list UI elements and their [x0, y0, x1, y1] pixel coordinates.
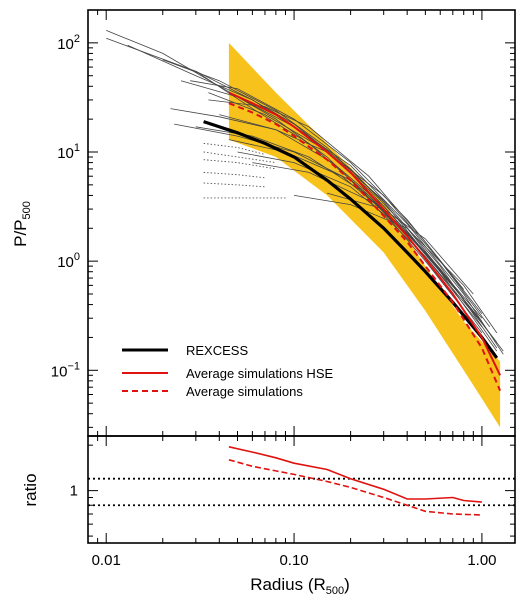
ratio-ytick-label: 1 — [70, 483, 78, 500]
xlabel-sub: 500 — [326, 585, 344, 597]
xtick-label: 0.10 — [279, 552, 308, 569]
legend-label-rexcess: REXCESS — [186, 343, 248, 358]
ytick-label: 102 — [57, 33, 80, 53]
main-series-layer — [203, 91, 502, 392]
individual-profile-line — [294, 195, 498, 334]
xlabel: Radius (R500) — [250, 575, 350, 597]
ytick-label: 101 — [57, 142, 80, 162]
main-ylabel-sub: 500 — [21, 201, 33, 219]
individual-profile-line — [190, 80, 465, 290]
ytick-label: 10−1 — [51, 360, 80, 380]
ytick-label-exp: 0 — [74, 251, 80, 263]
ratio-reference-lines — [88, 477, 515, 507]
ytick-label-base: 10 — [57, 254, 74, 271]
legend-label-hse: Average simulations HSE — [186, 366, 333, 381]
ratio-plot: 1 0.01 0.10 1.00 ratio Radius (R500) — [21, 435, 516, 597]
individual-profile-dotted — [203, 171, 266, 179]
ytick-label-exp: −1 — [67, 360, 80, 372]
ratio-series-line-1 — [228, 459, 482, 516]
series-line-1 — [228, 91, 502, 376]
ytick-label-base: 10 — [57, 36, 74, 53]
series-line-2 — [228, 102, 502, 392]
individual-profile-dotted — [203, 159, 276, 170]
ratio-tick-labels: 1 0.01 0.10 1.00 — [70, 483, 497, 569]
ratio-ylabel: ratio — [21, 473, 40, 506]
individual-profile-line — [326, 192, 474, 295]
xlabel-main: Radius (R — [250, 575, 326, 594]
ytick-label-base: 10 — [57, 145, 74, 162]
ytick-label-exp: 2 — [74, 33, 80, 45]
ytick-label-exp: 1 — [74, 142, 80, 154]
ytick-label: 100 — [57, 251, 80, 271]
xtick-label: 0.01 — [92, 552, 121, 569]
individual-profile-line — [219, 114, 498, 343]
individual-profile-line — [106, 30, 483, 334]
ratio-plot-frame — [87, 435, 516, 544]
ratio-series-layer — [228, 446, 482, 516]
main-ylabel-main: P/P — [11, 219, 30, 246]
ratio-series-line-0 — [228, 446, 482, 503]
individual-profile-dotted — [203, 151, 276, 164]
legend: REXCESS Average simulations HSE Average … — [122, 343, 333, 399]
legend-label-average: Average simulations — [186, 384, 303, 399]
xtick-label: 1.00 — [467, 552, 496, 569]
individual-profile-dotted — [203, 142, 266, 155]
individual-profile-dotted — [203, 182, 266, 188]
main-ticks — [87, 9, 515, 436]
individual-profile-line — [237, 151, 465, 300]
main-ylabel: P/P500 — [11, 201, 33, 247]
ytick-label-base: 10 — [51, 363, 68, 380]
xlabel-end: ) — [344, 575, 350, 594]
ratio-ticks — [87, 436, 515, 543]
